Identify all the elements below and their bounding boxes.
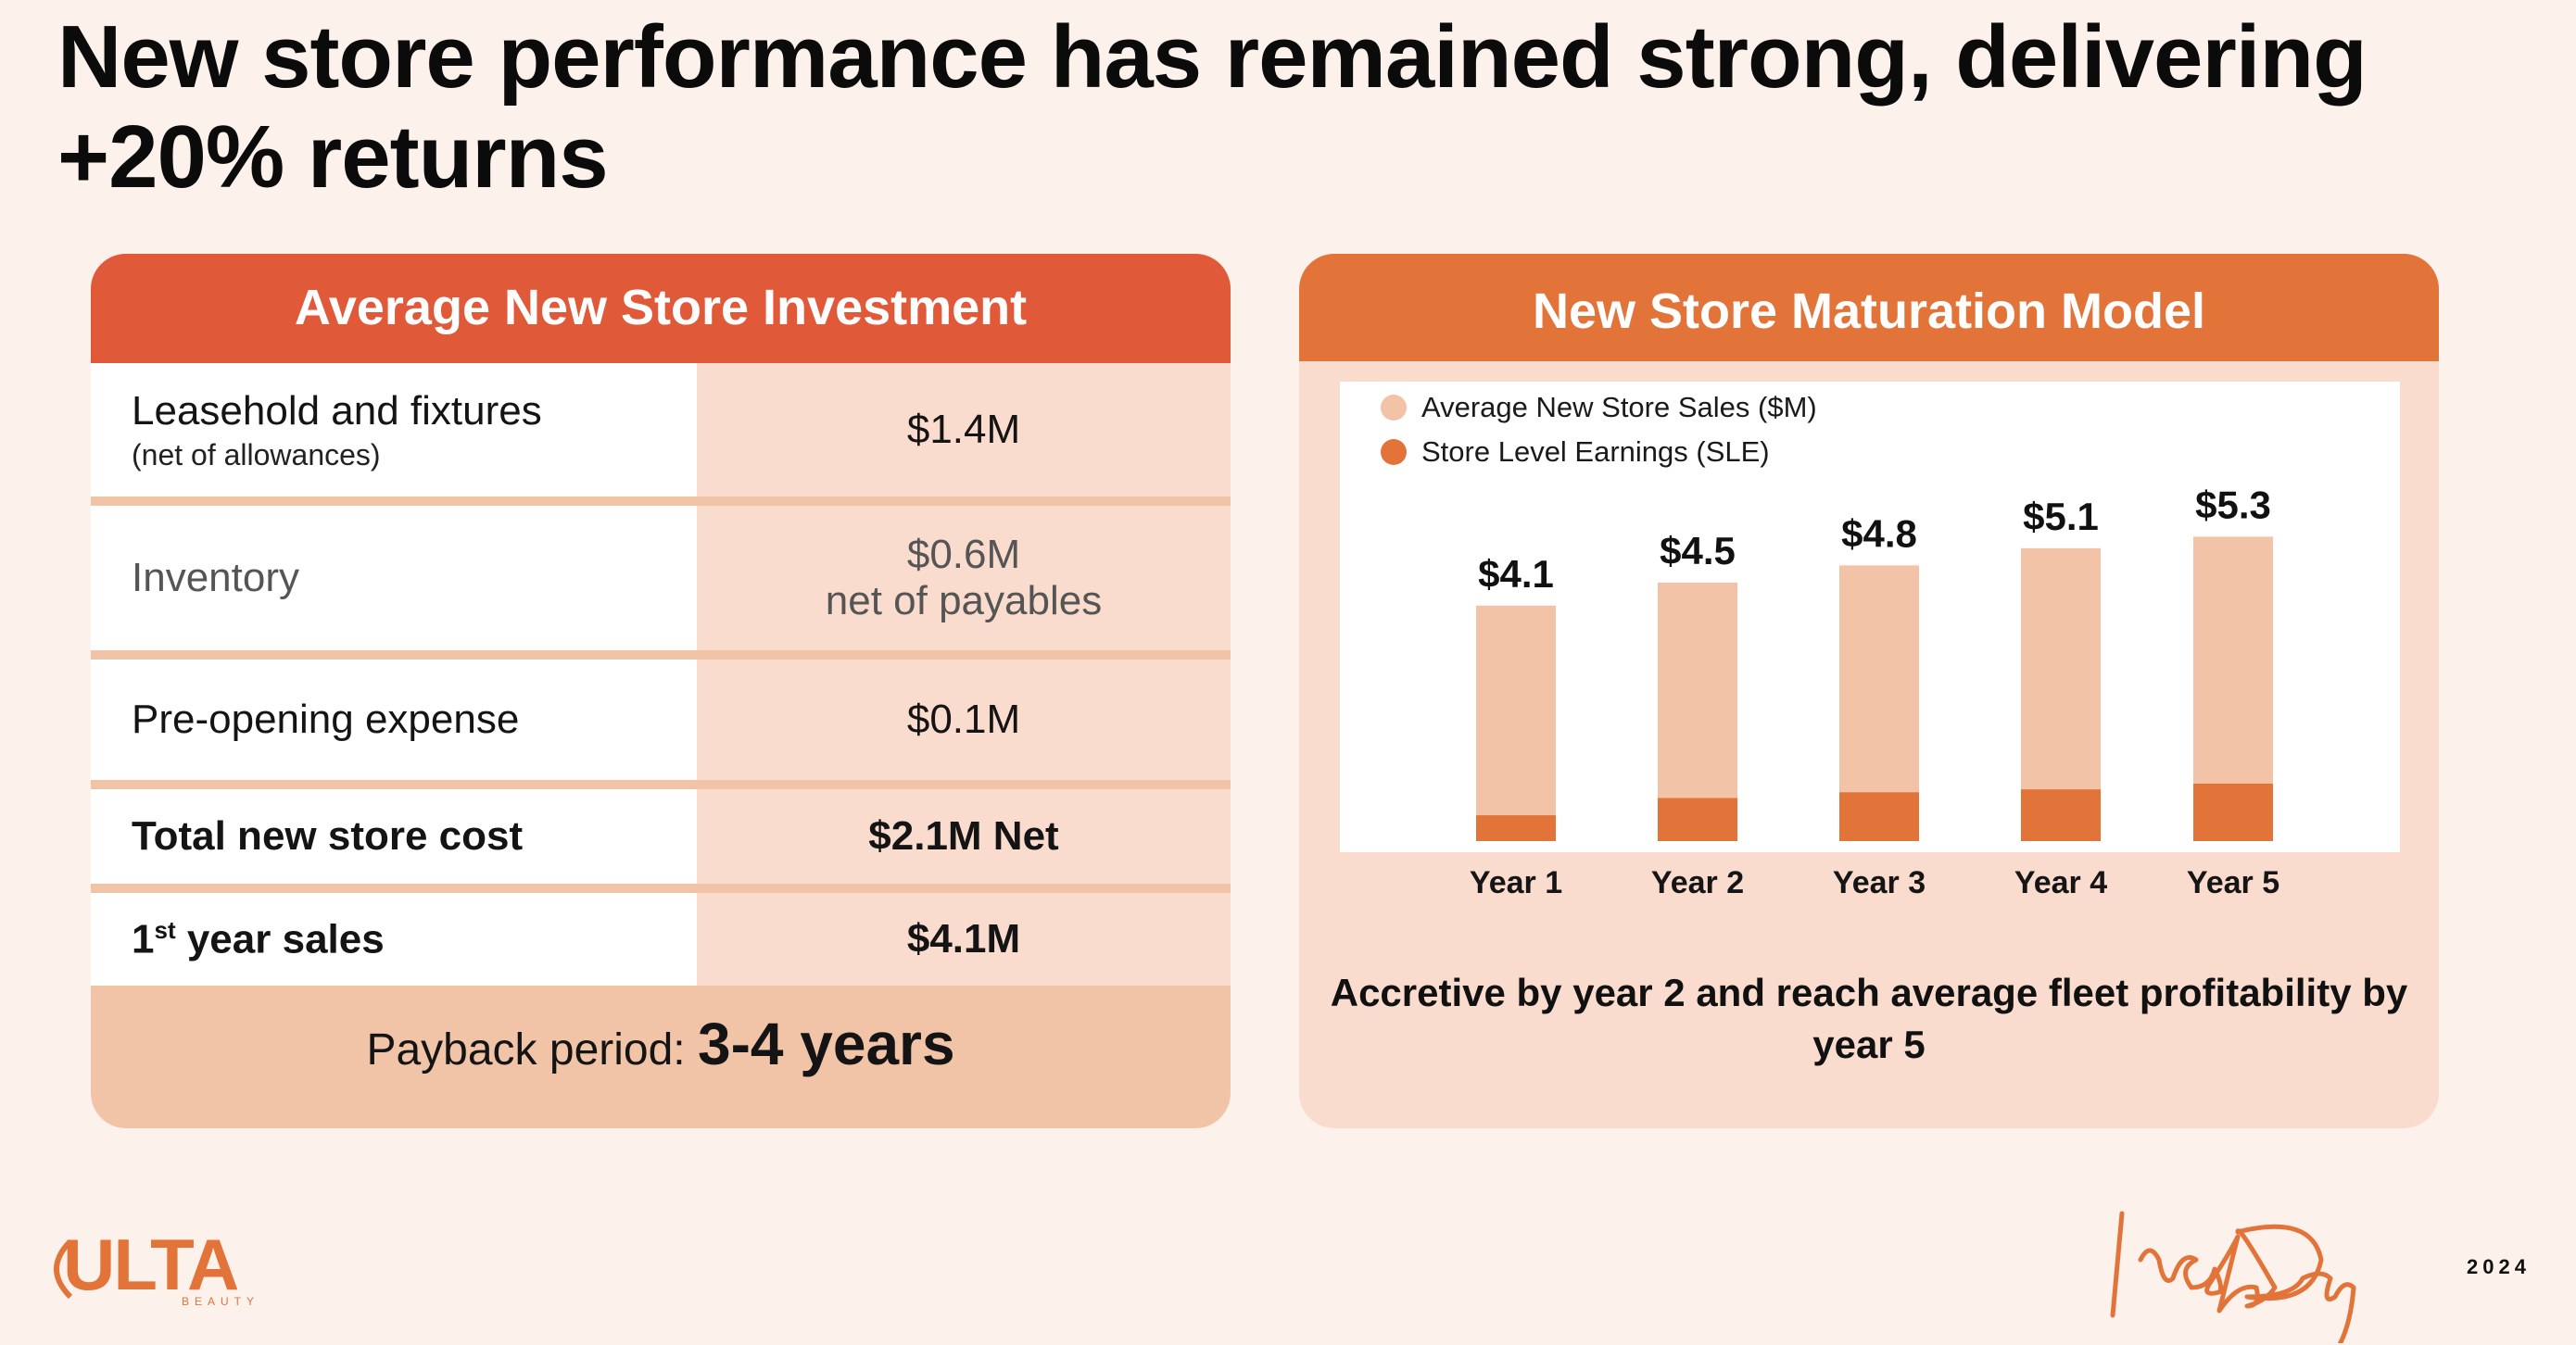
x-axis-labels: Year 1 Year 2 Year 3 Year 4 Year 5: [1299, 865, 2439, 921]
table-row: Total new store cost $2.1M Net: [91, 789, 1231, 884]
table-row: 1st year sales $4.1M: [91, 893, 1231, 986]
table-row: Leasehold and fixtures (net of allowance…: [91, 363, 1231, 497]
row-value-cell: $0.6M net of payables: [697, 506, 1231, 650]
logo-wordmark: ULTA: [63, 1224, 239, 1305]
bar-sle-5: [2193, 784, 2273, 841]
event-year: 2024: [2467, 1255, 2531, 1278]
x-tick-label: Year 5: [2186, 865, 2280, 900]
row-label: Leasehold and fixtures: [132, 387, 542, 434]
row-label-number: 1: [132, 916, 155, 962]
row-value: $0.1M: [906, 697, 1021, 742]
row-value-note: net of payables: [825, 578, 1103, 623]
row-value: $4.1M: [906, 916, 1021, 962]
bar-data-label: $5.1: [2023, 495, 2099, 538]
row-label: Pre-opening expense: [132, 697, 520, 742]
legend-label: Store Level Earnings (SLE): [1421, 435, 1770, 468]
x-tick-label: Year 3: [1832, 865, 1926, 900]
bar-chart: $4.1 $4.5 $4.8 $5.1 $5.3: [1476, 483, 2273, 841]
payback-period: Payback period: 3-4 years: [91, 1010, 1231, 1078]
x-tick-label: Year 1: [1469, 865, 1563, 900]
investment-header: Average New Store Investment: [91, 254, 1231, 363]
row-value: $2.1M Net: [868, 813, 1059, 859]
investor-day-logo-icon: [2110, 1211, 2356, 1343]
row-sublabel: (net of allowances): [132, 437, 381, 471]
row-label: 1st year sales: [132, 916, 697, 963]
row-label-ordinal: st: [154, 915, 176, 944]
legend-item-sle: Store Level Earnings (SLE): [1381, 435, 1770, 469]
legend-swatch: [1381, 439, 1407, 465]
row-label-cell: Total new store cost: [91, 789, 697, 884]
investment-card: Average New Store Investment Leasehold a…: [91, 254, 1231, 1128]
row-value-cell: $4.1M: [697, 893, 1231, 986]
row-value-cell: $2.1M Net: [697, 789, 1231, 884]
table-row: Inventory $0.6M net of payables: [91, 506, 1231, 650]
row-value-cell: $0.1M: [697, 660, 1231, 780]
logo-swoosh-icon: [54, 1238, 73, 1300]
bar-sle-3: [1839, 792, 1919, 841]
maturation-card: New Store Maturation Model Average New S…: [1299, 254, 2439, 1128]
legend-swatch: [1381, 395, 1407, 421]
legend-item-sales: Average New Store Sales ($M): [1381, 391, 1817, 424]
row-label-cell: Inventory: [91, 506, 697, 650]
bar-data-label: $5.3: [2195, 483, 2271, 526]
row-value-cell: $1.4M: [697, 363, 1231, 497]
payback-label: Payback period:: [366, 1025, 698, 1075]
row-label-cell: Leasehold and fixtures (net of allowance…: [91, 363, 697, 497]
bar-data-label: $4.1: [1478, 552, 1554, 596]
maturation-header: New Store Maturation Model: [1299, 254, 2439, 361]
legend-label: Average New Store Sales ($M): [1421, 391, 1817, 423]
row-value: $0.6M: [906, 532, 1021, 577]
chart-note: Accretive by year 2 and reach average fl…: [1330, 971, 2408, 1066]
ulta-logo: ULTA BEAUTY: [43, 1223, 274, 1308]
chart-area: Average New Store Sales ($M) Store Level…: [1340, 382, 2400, 852]
bar-data-label: $4.5: [1660, 529, 1736, 572]
row-label-text: year sales: [175, 916, 385, 962]
bar-sle-2: [1658, 798, 1737, 841]
page-title: New store performance has remained stron…: [57, 7, 2368, 207]
table-row: Pre-opening expense $0.1M: [91, 660, 1231, 780]
bar-sle-4: [2021, 789, 2101, 841]
row-label: Total new store cost: [132, 813, 524, 859]
row-label-cell: Pre-opening expense: [91, 660, 697, 780]
row-label: Inventory: [132, 555, 299, 600]
bar-data-label: $4.8: [1841, 511, 1917, 555]
bar-sle-1: [1476, 815, 1556, 841]
bar-sales-1: [1476, 605, 1556, 841]
x-tick-label: Year 2: [1650, 865, 1745, 900]
row-value: $1.4M: [906, 407, 1021, 452]
payback-value: 3-4 years: [697, 1011, 955, 1077]
x-tick-label: Year 4: [2014, 865, 2108, 900]
logo-subtext: BEAUTY: [182, 1295, 260, 1308]
row-label-cell: 1st year sales: [91, 893, 697, 986]
